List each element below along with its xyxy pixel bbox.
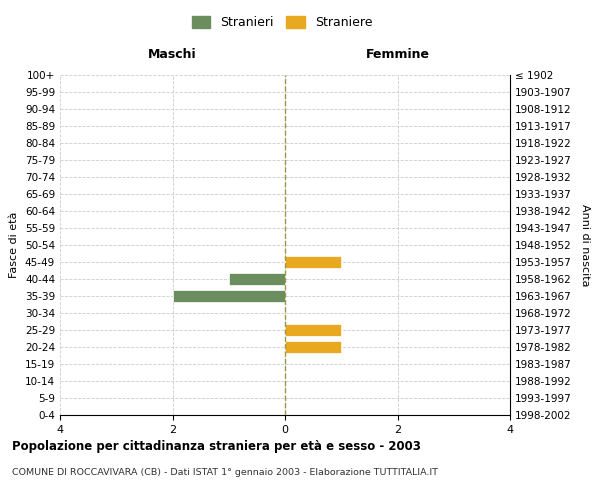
Text: COMUNE DI ROCCAVIVARA (CB) - Dati ISTAT 1° gennaio 2003 - Elaborazione TUTTITALI: COMUNE DI ROCCAVIVARA (CB) - Dati ISTAT … — [12, 468, 438, 477]
Text: Femmine: Femmine — [365, 48, 430, 62]
Text: Maschi: Maschi — [148, 48, 197, 62]
Legend: Stranieri, Straniere: Stranieri, Straniere — [187, 11, 377, 34]
Y-axis label: Anni di nascita: Anni di nascita — [580, 204, 590, 286]
Text: Popolazione per cittadinanza straniera per età e sesso - 2003: Popolazione per cittadinanza straniera p… — [12, 440, 421, 453]
Y-axis label: Fasce di età: Fasce di età — [10, 212, 19, 278]
Bar — [285, 324, 341, 336]
Bar — [285, 340, 341, 353]
Bar — [285, 256, 341, 268]
Bar — [173, 290, 285, 302]
Bar — [229, 272, 285, 285]
